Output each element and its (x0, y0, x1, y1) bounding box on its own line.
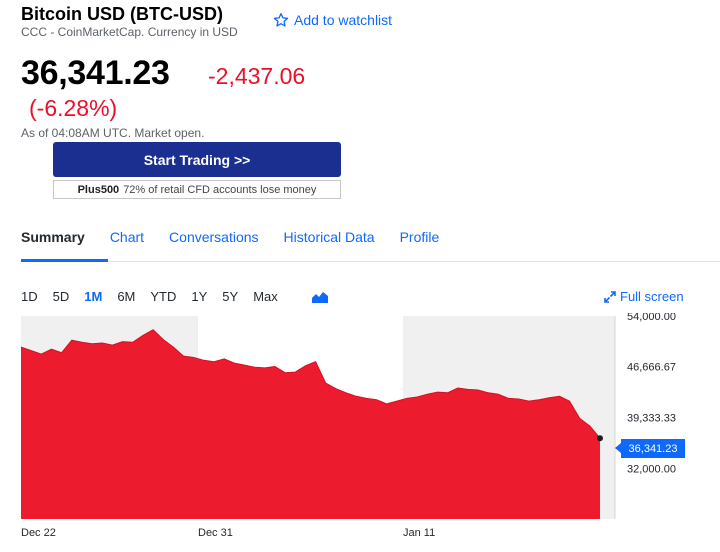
price-line (20, 329, 601, 439)
x-tick-label: Jan 11 (403, 527, 435, 539)
range-max[interactable]: Max (253, 289, 278, 304)
current-price: 36,341.23 (21, 54, 170, 92)
tab-chart[interactable]: Chart (109, 229, 145, 245)
x-tick-label: Dec 22 (21, 527, 56, 539)
x-tick-label: Dec 31 (198, 527, 233, 539)
tab-profile[interactable]: Profile (399, 229, 440, 245)
range-5d[interactable]: 5D (52, 289, 70, 304)
full-screen-button[interactable]: Full screen (604, 289, 684, 304)
range-1m[interactable]: 1M (84, 289, 103, 304)
y-axis-ticks: 54,000.00 46,666.67 39,333.33 32,000.00 (627, 313, 676, 475)
disclaimer-text: 72% of retail CFD accounts lose money (123, 183, 317, 196)
page-title: Bitcoin USD (BTC-USD) (21, 4, 223, 24)
range-5y[interactable]: 5Y (222, 289, 239, 304)
x-axis-ticks: Dec 22 Dec 31 Jan 11 (21, 527, 435, 539)
range-6m[interactable]: 6M (117, 289, 136, 304)
chart-type-button[interactable] (312, 290, 328, 308)
range-1y[interactable]: 1Y (191, 289, 208, 304)
star-icon (273, 13, 289, 27)
tabs-divider (21, 261, 720, 262)
price-chart[interactable]: 54,000.00 46,666.67 39,333.33 32,000.00 Dec… (0, 313, 720, 545)
tab-conversations[interactable]: Conversations (169, 229, 259, 245)
range-1d[interactable]: 1D (21, 289, 38, 304)
last-price-marker (597, 435, 603, 442)
price-change-percent: (-6.28%) (29, 95, 118, 121)
range-selector: 1D 5D 1M 6M YTD 1Y 5Y Max (21, 289, 293, 304)
cfd-disclaimer: Plus500 72% of retail CFD accounts lose … (53, 180, 341, 199)
current-price-tag: 36,341.23 (615, 439, 685, 458)
y-tick-label: 39,333.33 (627, 413, 676, 425)
tab-historical-data[interactable]: Historical Data (283, 229, 375, 245)
quote-tabs: Summary Chart Conversations Historical D… (21, 229, 464, 245)
price-area-series (20, 329, 601, 519)
watchlist-label: Add to watchlist (294, 12, 393, 28)
y-tick-label: 46,666.67 (627, 362, 676, 374)
y-tick-label: 54,000.00 (627, 313, 676, 323)
market-status: As of 04:08AM UTC. Market open. (21, 126, 205, 140)
price-change: -2,437.06 (208, 63, 306, 89)
add-to-watchlist-button[interactable]: Add to watchlist (273, 12, 392, 28)
price-area (21, 329, 600, 519)
y-tick-label: 32,000.00 (627, 463, 676, 475)
broker-name: Plus500 (77, 183, 120, 196)
tab-summary[interactable]: Summary (21, 229, 85, 245)
range-ytd[interactable]: YTD (150, 289, 177, 304)
expand-icon (604, 290, 616, 303)
active-tab-indicator (21, 259, 108, 262)
mountain-chart-icon (312, 292, 328, 303)
exchange-subtitle: CCC - CoinMarketCap. Currency in USD (21, 25, 238, 39)
full-screen-label: Full screen (620, 289, 684, 304)
start-trading-button[interactable]: Start Trading >> (53, 142, 341, 177)
